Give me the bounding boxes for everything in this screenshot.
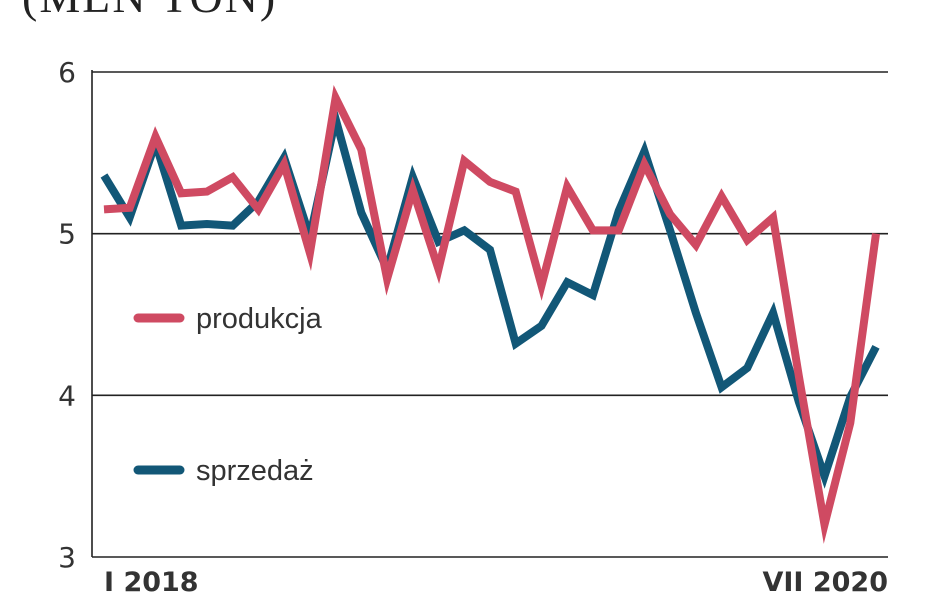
- y-tick-label: 5: [58, 218, 76, 251]
- legend-label: sprzedaż: [196, 455, 314, 487]
- series: [100, 85, 880, 544]
- y-tick-label: 6: [58, 56, 76, 89]
- grid: [92, 71, 888, 397]
- chart-title: (MLN TON): [22, 0, 277, 23]
- y-tick-label: 4: [58, 379, 76, 412]
- y-tick-label: 3: [58, 541, 76, 574]
- series-line-sprzedaż: [100, 102, 880, 489]
- x-tick-label: I 2018: [104, 567, 199, 593]
- legend: produkcja sprzedaż: [133, 303, 323, 487]
- legend-label: produkcja: [196, 303, 323, 335]
- x-tick-label: VII 2020: [762, 567, 888, 593]
- axes: 3 4 5 6 I 2018 VII 2020: [58, 56, 888, 593]
- series-line-produkcja: [103, 85, 880, 544]
